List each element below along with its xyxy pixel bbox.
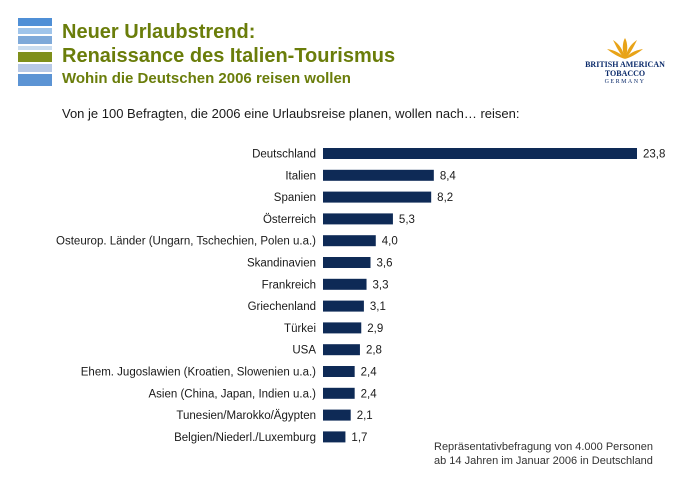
value-label: 2,1 (357, 410, 373, 422)
value-label: 23,8 (643, 149, 665, 161)
stripe (18, 46, 52, 50)
category-label: Frankreich (262, 279, 316, 291)
category-label: Osteurop. Länder (Ungarn, Tschechien, Po… (56, 236, 316, 248)
bar (323, 322, 362, 334)
category-label: Belgien/Niederl./Luxemburg (174, 432, 316, 444)
bar (323, 213, 393, 225)
bar (323, 344, 360, 356)
category-label: Italien (285, 170, 316, 182)
stripe (18, 52, 52, 62)
value-label: 2,4 (361, 367, 378, 379)
source-note-line2: ab 14 Jahren im Januar 2006 in Deutschla… (434, 455, 653, 467)
chart-intro: Von je 100 Befragten, die 2006 eine Urla… (62, 106, 520, 121)
title-block: Neuer Urlaubstrend: Renaissance des Ital… (62, 20, 395, 89)
bar (323, 191, 432, 203)
category-label: Asien (China, Japan, Indien u.a.) (149, 388, 317, 400)
bar (323, 409, 351, 421)
stripe (18, 64, 52, 72)
bar (323, 169, 434, 181)
category-label: Deutschland (252, 149, 316, 161)
bar (323, 148, 637, 159)
stripe (18, 74, 52, 86)
value-label: 1,7 (351, 432, 367, 444)
decorative-stripes (18, 18, 52, 86)
logo-text-line3: GERMANY (604, 79, 646, 85)
leaf-fan-icon (607, 38, 643, 59)
stripe (18, 36, 52, 44)
bat-logo: BRITISH AMERICAN TOBACCO GERMANY (580, 34, 670, 86)
stripe (18, 18, 52, 26)
bar (323, 366, 355, 377)
page-title-line2: Renaissance des Italien-Tourismus (62, 45, 396, 67)
logo-text-line1: BRITISH AMERICAN (585, 60, 665, 69)
category-label: Türkei (284, 323, 316, 335)
category-label: Tunesien/Marokko/Ägypten (176, 410, 316, 422)
category-label: Skandinavien (247, 258, 316, 270)
category-label: USA (292, 345, 316, 357)
bar (323, 278, 367, 290)
value-label: 5,3 (399, 214, 415, 226)
category-label: Ehem. Jugoslawien (Kroatien, Slowenien u… (81, 367, 316, 379)
source-note-line1: Repräsentativbefragung von 4.000 Persone… (434, 441, 653, 453)
value-label: 2,4 (361, 388, 378, 400)
category-label: Spanien (274, 192, 316, 204)
stripe (18, 28, 52, 34)
value-label: 8,2 (437, 192, 453, 204)
page-subtitle: Wohin die Deutschen 2006 reisen wollen (62, 70, 351, 87)
category-label: Österreich (263, 214, 316, 226)
category-label: Griechenland (248, 301, 316, 313)
logo-text-line2: TOBACCO (604, 69, 646, 78)
bar (323, 257, 371, 268)
value-label: 4,0 (382, 236, 398, 248)
value-label: 3,6 (376, 258, 392, 270)
bar (323, 387, 355, 399)
bar (323, 300, 364, 312)
bar (323, 431, 346, 443)
page-title-line1: Neuer Urlaubstrend: (62, 21, 256, 43)
bar (323, 235, 376, 247)
value-label: 2,8 (366, 345, 382, 357)
value-label: 8,4 (440, 170, 457, 182)
value-label: 3,1 (370, 301, 386, 313)
value-label: 2,9 (367, 323, 383, 335)
source-note: Repräsentativbefragung von 4.000 Persone… (434, 440, 653, 468)
value-label: 3,3 (373, 279, 389, 291)
